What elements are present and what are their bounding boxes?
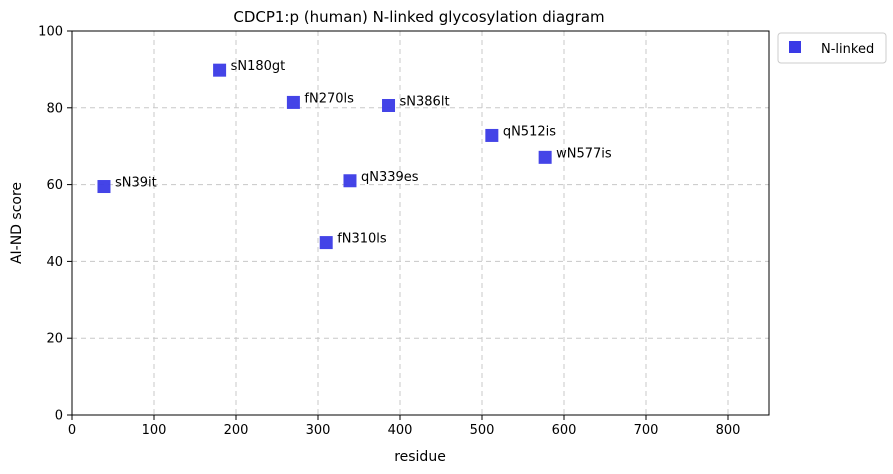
legend: N-linked bbox=[777, 32, 887, 64]
x-tick-label: 400 bbox=[388, 423, 413, 438]
y-tick-label: 60 bbox=[46, 178, 63, 193]
data-point bbox=[97, 180, 111, 194]
x-tick-label: 800 bbox=[716, 423, 741, 438]
x-tick-label: 300 bbox=[306, 423, 331, 438]
y-axis-ticks: 0 20 40 60 80 100 bbox=[38, 25, 72, 424]
legend-marker-n-linked bbox=[789, 41, 801, 53]
legend-box bbox=[777, 32, 887, 64]
data-point bbox=[319, 236, 333, 250]
x-tick-label: 0 bbox=[68, 423, 76, 438]
data-point-label: sN39it bbox=[115, 176, 157, 191]
x-tick-label: 100 bbox=[142, 423, 167, 438]
data-point-label: qN512is bbox=[503, 124, 556, 139]
data-point-label: fN310ls bbox=[337, 232, 387, 247]
data-point-label: wN577is bbox=[556, 146, 612, 161]
data-point-label: sN180gt bbox=[231, 59, 286, 74]
x-axis-label: residue bbox=[394, 449, 446, 465]
plot-frame bbox=[71, 30, 770, 416]
x-tick-label: 700 bbox=[634, 423, 659, 438]
legend-label-n-linked: N-linked bbox=[821, 42, 874, 57]
y-tick-label: 40 bbox=[46, 255, 63, 270]
data-point-label: fN270ls bbox=[304, 91, 354, 106]
x-tick-label: 600 bbox=[552, 423, 577, 438]
data-point bbox=[343, 174, 357, 188]
y-tick-label: 0 bbox=[55, 409, 63, 424]
data-point-label: qN339es bbox=[361, 170, 419, 185]
chart-title: CDCP1:p (human) N-linked glycosylation d… bbox=[233, 8, 604, 26]
x-tick-label: 200 bbox=[224, 423, 249, 438]
data-point bbox=[538, 150, 552, 164]
x-axis-ticks: 0 100 200 300 400 500 600 700 800 bbox=[68, 415, 741, 438]
data-point bbox=[213, 63, 227, 77]
data-point bbox=[485, 128, 499, 142]
x-tick-label: 500 bbox=[470, 423, 495, 438]
y-tick-label: 100 bbox=[38, 25, 63, 40]
y-tick-label: 20 bbox=[46, 332, 63, 347]
data-point bbox=[286, 95, 300, 109]
data-point-label: sN386lt bbox=[400, 94, 450, 109]
y-tick-label: 80 bbox=[46, 101, 63, 116]
y-axis-label: AI-ND score bbox=[9, 182, 25, 264]
data-points: sN39it sN180gt fN270ls fN310ls qN339es sN386l… bbox=[97, 59, 612, 250]
grid bbox=[71, 30, 769, 416]
data-point bbox=[382, 98, 396, 112]
